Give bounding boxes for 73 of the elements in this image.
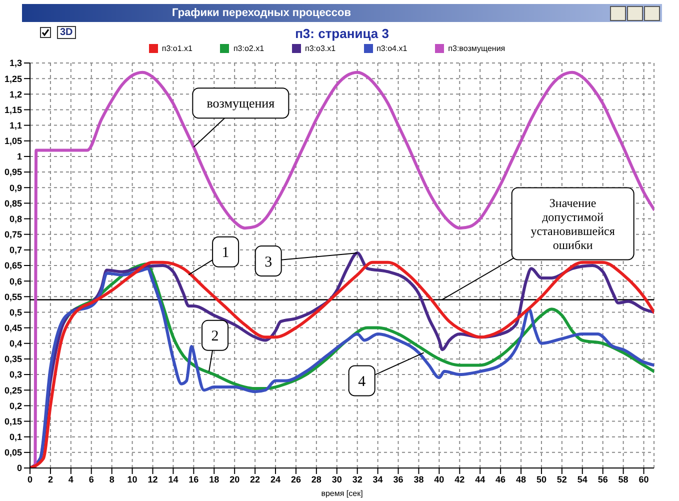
- x-tick-label: 18: [209, 474, 220, 484]
- x-tick-label: 38: [414, 474, 424, 484]
- x-tick-label: 22: [250, 474, 260, 484]
- x-tick-label: 20: [230, 474, 240, 484]
- x-tick-label: 44: [475, 474, 486, 484]
- annotation: 3: [264, 254, 272, 270]
- x-tick-label: 16: [188, 474, 199, 484]
- legend-label: п3:возмущения: [447, 44, 506, 53]
- x-tick-label: 40: [434, 474, 444, 484]
- x-tick-label: 0: [27, 474, 33, 484]
- y-tick-label: 0: [16, 463, 22, 474]
- y-tick-label: 1,3: [9, 58, 22, 68]
- x-tick-label: 4: [68, 474, 74, 484]
- y-tick-label: 0,65: [4, 260, 22, 271]
- x-tick-label: 30: [332, 474, 342, 484]
- y-tick-label: 0,6: [9, 276, 22, 286]
- legend-label: п3:o2.x1: [232, 44, 264, 53]
- y-tick-label: 0,8: [9, 214, 22, 224]
- x-tick-label: 42: [454, 474, 465, 484]
- y-tick-label: 0,1: [9, 432, 22, 442]
- text: 3D: [57, 26, 76, 39]
- x-tick-label: 46: [496, 474, 506, 484]
- x-tick-label: 58: [618, 474, 628, 484]
- y-tick-label: 1,15: [4, 104, 22, 115]
- y-tick-label: 0,05: [4, 448, 22, 458]
- y-tick-label: 0,3: [9, 370, 22, 380]
- y-tick-label: 0,4: [9, 338, 22, 349]
- y-tick-label: 1,25: [4, 74, 22, 84]
- annotation: возмущения: [206, 96, 275, 111]
- y-tick-label: 1,2: [9, 89, 22, 100]
- x-tick-label: 60: [638, 474, 649, 484]
- legend-label: п3:o3.x1: [304, 44, 336, 53]
- y-tick-label: 0,25: [4, 385, 22, 396]
- y-tick-label: 0,9: [9, 182, 22, 193]
- x-tick-label: 12: [148, 474, 158, 484]
- x-tick-label: 2: [48, 474, 53, 484]
- annotation: 2: [211, 328, 219, 345]
- y-tick-label: 0,95: [4, 167, 22, 178]
- chart-title: п3: страница 3: [295, 26, 389, 41]
- x-tick-label: 52: [556, 474, 567, 484]
- x-tick-label: 10: [127, 474, 138, 484]
- y-tick-label: 0,7: [9, 245, 22, 256]
- y-tick-label: 0,35: [4, 354, 22, 364]
- x-tick-label: 34: [372, 474, 383, 484]
- annotation: 4: [358, 374, 366, 390]
- annotation: 1: [222, 245, 230, 262]
- x-tick-label: 8: [109, 474, 114, 484]
- x-tick-label: 26: [290, 474, 301, 484]
- legend-label: п3:o1.x1: [160, 44, 192, 53]
- x-tick-label: 28: [311, 474, 322, 484]
- ref-line-label: Значение допустимой установившейся ошибки: [530, 196, 616, 252]
- x-tick-label: 24: [270, 474, 281, 484]
- x-tick-label: 50: [536, 474, 546, 484]
- y-tick-label: 0,75: [4, 230, 22, 240]
- y-tick-label: 1,1: [9, 120, 22, 131]
- x-tick-label: 48: [516, 474, 526, 484]
- y-tick-label: 0,85: [4, 198, 22, 208]
- x-tick-label: 32: [352, 474, 362, 484]
- x-tick-label: 54: [577, 474, 588, 484]
- y-tick-label: 0,2: [9, 400, 22, 411]
- legend-label: п3:o4.x1: [376, 44, 408, 53]
- x-axis-title: время [сек]: [321, 489, 363, 498]
- y-tick-label: 0,15: [4, 416, 22, 426]
- text: Графики переходных процессов: [172, 6, 351, 21]
- x-tick-label: 6: [88, 474, 94, 484]
- x-tick-label: 36: [393, 474, 404, 484]
- x-tick-label: 56: [598, 474, 608, 484]
- x-tick-label: 14: [168, 474, 178, 484]
- y-tick-label: 0,45: [4, 323, 22, 334]
- y-tick-label: 1: [16, 152, 22, 162]
- y-tick-label: 0,5: [9, 307, 22, 318]
- y-tick-label: 0,55: [4, 292, 22, 302]
- y-tick-label: 1,05: [4, 136, 22, 146]
